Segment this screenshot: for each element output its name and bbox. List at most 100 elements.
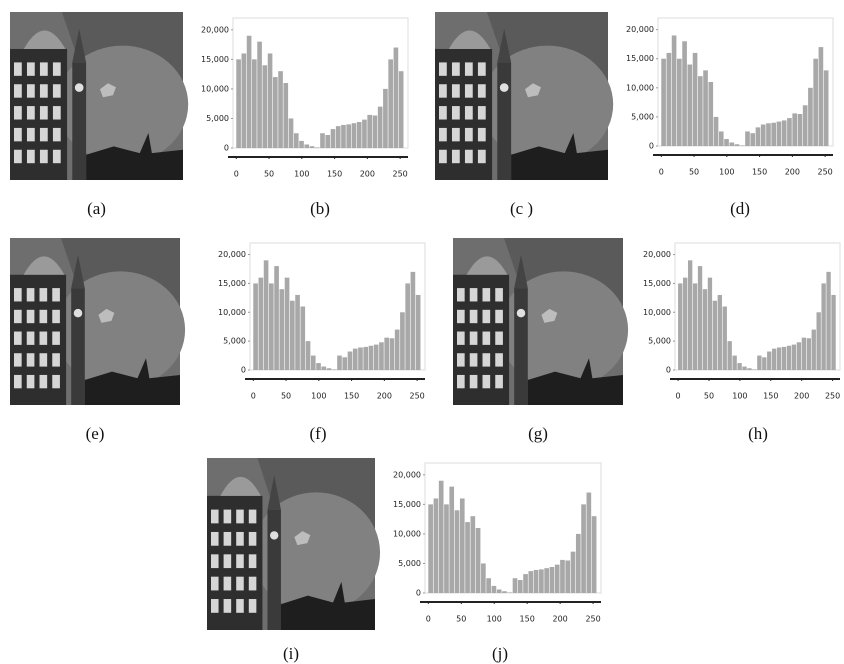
bar xyxy=(410,271,416,370)
parliament xyxy=(84,358,180,405)
window xyxy=(495,288,503,302)
bar xyxy=(678,283,683,370)
window xyxy=(495,353,503,367)
window xyxy=(477,62,486,76)
parliament xyxy=(511,132,608,180)
bar xyxy=(330,129,336,148)
x-tick-label: 0 xyxy=(234,170,239,179)
bar xyxy=(347,351,353,370)
window xyxy=(439,127,447,142)
caption: (d) xyxy=(730,199,750,218)
window xyxy=(464,84,473,98)
window xyxy=(439,62,447,76)
bar xyxy=(802,105,808,146)
bar xyxy=(475,528,481,593)
bar xyxy=(697,76,703,146)
bar xyxy=(491,585,497,593)
window xyxy=(39,106,48,120)
bar xyxy=(295,294,300,370)
window xyxy=(477,106,486,120)
bar xyxy=(342,357,348,370)
cloud xyxy=(252,492,381,613)
bar xyxy=(772,348,777,370)
y-tick-label: 15,000 xyxy=(218,279,246,288)
dome xyxy=(23,30,66,49)
bar xyxy=(586,492,592,593)
small-cloud xyxy=(541,308,558,323)
bar xyxy=(781,346,787,370)
bar xyxy=(321,366,327,370)
bar xyxy=(760,124,766,146)
bar xyxy=(274,266,279,370)
x-tick-label: 150 xyxy=(763,392,778,401)
window xyxy=(26,127,35,142)
bar xyxy=(337,355,342,370)
spire xyxy=(497,28,512,63)
window xyxy=(14,62,22,76)
parliament xyxy=(280,581,375,630)
bar xyxy=(373,344,379,370)
window xyxy=(39,62,48,76)
clock xyxy=(499,83,509,92)
window xyxy=(469,331,478,345)
bar xyxy=(734,144,740,146)
window xyxy=(211,599,219,613)
bar xyxy=(821,283,826,370)
bar xyxy=(823,70,829,146)
window xyxy=(39,288,48,302)
y-tick-label: 5,000 xyxy=(398,559,421,568)
bar xyxy=(565,560,571,593)
small-cloud xyxy=(99,83,116,98)
x-tick-label: 50 xyxy=(264,170,274,179)
bar xyxy=(581,504,586,593)
caption: (j) xyxy=(492,644,508,663)
bar xyxy=(818,47,824,146)
bar xyxy=(316,363,321,370)
bar xyxy=(486,578,491,593)
bar xyxy=(786,345,792,370)
bar xyxy=(747,368,752,370)
bar xyxy=(717,294,722,370)
bar xyxy=(737,363,742,370)
bar xyxy=(708,82,714,146)
bar xyxy=(560,559,565,593)
window xyxy=(26,331,35,345)
bar xyxy=(400,312,405,370)
window xyxy=(26,288,35,302)
bar xyxy=(351,123,357,148)
bar xyxy=(358,347,363,370)
bar xyxy=(745,131,750,146)
bar xyxy=(549,567,555,593)
bar xyxy=(687,64,693,146)
bar xyxy=(299,140,304,148)
window xyxy=(236,509,244,524)
bar xyxy=(683,277,688,370)
y-tick-label: 5,000 xyxy=(223,337,246,346)
bar xyxy=(512,578,518,593)
window xyxy=(464,127,473,142)
y-tick-label: 0 xyxy=(224,144,229,153)
x-tick-label: 200 xyxy=(377,392,392,401)
window xyxy=(52,84,61,98)
window xyxy=(482,374,491,389)
window xyxy=(211,531,219,546)
x-tick-label: 0 xyxy=(676,392,681,401)
bar xyxy=(791,344,797,370)
cloud xyxy=(55,271,186,389)
bar xyxy=(692,283,698,370)
bar xyxy=(533,569,539,593)
small-cloud xyxy=(294,531,311,546)
caption: (e) xyxy=(86,424,105,443)
bar xyxy=(258,277,264,370)
bar xyxy=(792,113,798,146)
window xyxy=(477,84,486,98)
x-tick-label: 100 xyxy=(294,170,309,179)
bar xyxy=(808,87,813,146)
y-tick-label: 20,000 xyxy=(393,470,421,479)
bar xyxy=(288,118,294,148)
window xyxy=(236,554,244,569)
y-tick-label: 10,000 xyxy=(201,84,229,93)
bar xyxy=(405,283,410,370)
bar xyxy=(356,122,362,148)
y-tick-label: 0 xyxy=(241,366,246,375)
